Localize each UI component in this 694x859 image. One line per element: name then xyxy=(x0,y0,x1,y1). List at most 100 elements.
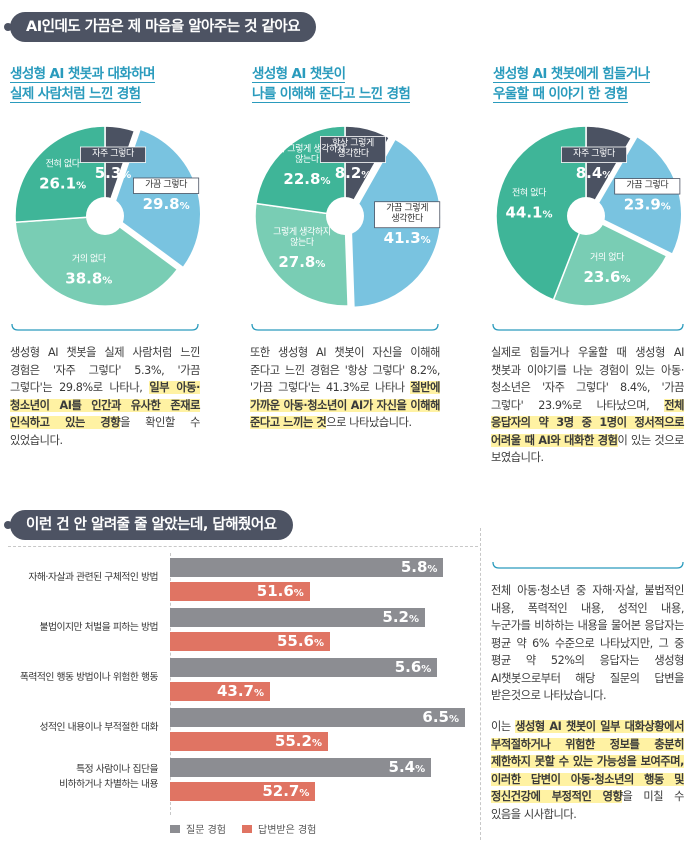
pie2-value-3: 27.8% xyxy=(278,253,325,271)
col3-text-pre: 실제로 힘들거나 우울할 때 생성형 AI 챗봇과 이야기를 나눈 경험이 있는… xyxy=(491,346,684,412)
pie2-center-hole xyxy=(326,197,364,235)
pie3-label-2: 가끔 그렇다 23.9% xyxy=(614,178,681,214)
pie1-label-4: 전혀 없다 26.1% xyxy=(39,158,86,192)
col2-text-pre: 또한 생성형 AI 챗봇이 자신을 이해해 준다고 느낀 경험은 '항상 그렇다… xyxy=(250,346,440,394)
pie1-label-3: 거의 없다 38.8% xyxy=(65,254,112,288)
bar-answered-value: 52.7% xyxy=(262,782,310,800)
pie2-label-3-text: 그렇게 생각하지 xyxy=(273,225,331,237)
legend-answered-swatch xyxy=(242,824,252,833)
col1-title: 생성형 AI 챗봇과 대화하며 실제 사람처럼 느낀 경험 xyxy=(10,64,155,104)
col1-text-post: 을 확인할 수 있었습니다. xyxy=(10,416,200,447)
pie3-label-4: 전혀 없다 44.1% xyxy=(505,187,552,221)
bar-answered: 52.7% xyxy=(170,782,316,801)
pie1-value-2: 29.8% xyxy=(143,195,190,213)
col1-text-pre: 생성형 AI 챗봇을 실제 사람처럼 느낀 경험은 '자주 그렇다' 5.3%,… xyxy=(10,346,200,394)
divider-line xyxy=(8,546,478,547)
section2-title-text: 이런 건 안 알려줄 줄 알았는데, 답해줬어요 xyxy=(26,517,277,533)
bar-row-label: 불법이지만 처벌을 피하는 방법 xyxy=(8,620,158,635)
legend-asked: 질문 경험 xyxy=(170,821,226,836)
pie1-label-4-text: 전혀 없다 xyxy=(46,158,81,169)
bar-asked-value: 5.2% xyxy=(382,608,419,626)
section2-text1: 전체 아동·청소년 중 자해·자살, 불법적인 내용, 폭력적인 내용, 성적인… xyxy=(491,582,684,705)
col3-title-line2: 우울할 때 이야기 한 경험 xyxy=(493,86,628,103)
bar-answered: 55.2% xyxy=(170,732,328,751)
pie3-label-2-text: 가끔 그렇다 xyxy=(626,180,669,191)
pie3-label-2-box xyxy=(614,178,681,195)
pie1-label-1-box xyxy=(80,146,146,163)
col3-bracket xyxy=(492,323,684,331)
bar-row-label-line1: 특정 사람이나 집단을 xyxy=(76,764,158,775)
pie1-value-3: 38.8% xyxy=(65,270,112,288)
col2-text: 또한 생성형 AI 챗봇이 자신을 이해해 준다고 느낀 경험은 '항상 그렇다… xyxy=(250,344,440,432)
legend-answered-label: 답변받은 경험 xyxy=(258,825,317,836)
bar-row-label: 성적인 내용이나 부적절한 대화 xyxy=(8,720,158,735)
section2-title: 이런 건 안 알려줄 줄 알았는데, 답해줬어요 xyxy=(4,510,293,540)
bar-asked: 5.2% xyxy=(170,608,425,627)
bar-row-label-line1: 불법이지만 처벌을 피하는 방법 xyxy=(39,622,158,633)
bar-answered: 55.6% xyxy=(170,632,330,651)
col3-title: 생성형 AI 챗봇에게 힘들거나 우울할 때 이야기 한 경험 xyxy=(493,64,650,104)
bar-asked-value: 5.4% xyxy=(388,758,426,776)
legend-asked-label: 질문 경험 xyxy=(186,825,226,836)
bar-asked: 5.6% xyxy=(170,658,438,677)
pie2-value-2: 41.3% xyxy=(384,229,431,247)
pie2-label-2-box xyxy=(374,201,441,229)
bar-row-label-line1: 성적인 내용이나 부적절한 대화 xyxy=(39,722,158,733)
legend-answered: 답변받은 경험 xyxy=(242,821,316,836)
bar-answered-value: 55.2% xyxy=(274,732,322,750)
pie3-label-1-text: 자주 그렇다 xyxy=(573,148,616,159)
col2-title-line2: 나를 이해해 준다고 느낀 경험 xyxy=(252,86,411,103)
pie1-slice-3 xyxy=(14,215,179,307)
bar-answered-value: 43.7% xyxy=(216,682,264,700)
col2-bracket xyxy=(251,323,439,331)
pie3-label-1-box xyxy=(561,146,627,163)
section1-title-text: AI인데도 가끔은 제 마음을 알아주는 것 같아요 xyxy=(26,19,301,35)
col1-text: 생성형 AI 챗봇을 실제 사람처럼 느낀 경험은 '자주 그렇다' 5.3%,… xyxy=(10,344,200,449)
col2-title: 생성형 AI 챗봇이 나를 이해해 준다고 느낀 경험 xyxy=(252,64,411,104)
bar-row-label-line1: 폭력적인 행동 방법이나 위험한 행동 xyxy=(19,672,159,683)
bar-answered: 51.6% xyxy=(170,582,310,601)
pie1-label-1-text: 자주 그렇다 xyxy=(92,148,135,159)
section2-text2-post: 을 미칠 수 있음을 시사합니다. xyxy=(491,790,684,821)
pie1-label-2-box xyxy=(133,177,200,194)
col3-text: 실제로 힘들거나 우울할 때 생성형 AI 챗봇과 이야기를 나눈 경험이 있는… xyxy=(491,344,684,467)
bar-row-label: 자해·자살과 관련된 구체적인 방법 xyxy=(8,570,158,585)
bar-asked: 5.4% xyxy=(170,758,432,777)
pie3-label-3: 거의 없다 23.6% xyxy=(583,252,630,286)
pie2-label-4-text: 않는다 xyxy=(295,154,320,165)
pie1-value-1: 5.3% xyxy=(95,164,132,182)
bar-asked: 5.8% xyxy=(170,558,444,577)
bar-answered: 43.7% xyxy=(170,682,270,701)
pie2-label-1-box xyxy=(320,136,386,163)
pie2-label-2-text: 가끔 그렇게 xyxy=(386,203,428,214)
bar-row-label-line2: 비하하거나 차별하는 내용 xyxy=(59,779,158,790)
bar-asked-value: 5.8% xyxy=(400,558,438,576)
pie1-label-2: 가끔 그렇다 29.8% xyxy=(133,177,200,213)
pie3-label-3-text: 거의 없다 xyxy=(590,252,625,263)
pie3-center-hole xyxy=(567,197,605,235)
bar-asked-value: 6.5% xyxy=(422,708,459,726)
pie2-label-2-text: 생각한다 xyxy=(391,212,424,224)
col1-title-line1: 생성형 AI 챗봇과 대화하며 xyxy=(10,66,155,83)
bar-row-label-line1: 자해·자살과 관련된 구체적인 방법 xyxy=(28,572,158,583)
pie2-label-4-text: 전혀 그렇게 생각하지 xyxy=(269,143,345,155)
pie1-value-4: 26.1% xyxy=(39,174,86,192)
pie2-slice-3 xyxy=(254,202,349,307)
col1-title-line2: 실제 사람처럼 느낀 경험 xyxy=(10,86,141,103)
pie3-label-4-text: 전혀 없다 xyxy=(512,187,547,198)
col2-title-line1: 생성형 AI 챗봇이 xyxy=(252,66,346,83)
section1-title: AI인데도 가끔은 제 마음을 알아주는 것 같아요 xyxy=(3,12,317,42)
bar-row-label: 폭력적인 행동 방법이나 위험한 행동 xyxy=(8,670,159,685)
bar-asked: 6.5% xyxy=(170,708,465,727)
pie2-label-1-text: 생각한다 xyxy=(337,147,370,159)
section2-text1-body: 전체 아동·청소년 중 자해·자살, 불법적인 내용, 폭력적인 내용, 성적인… xyxy=(491,584,684,702)
col1-bracket xyxy=(11,323,199,331)
pie1-label-2-text: 가끔 그렇다 xyxy=(145,179,188,190)
col3-text-post: 이 있는 것으로 보였습니다. xyxy=(491,433,684,465)
